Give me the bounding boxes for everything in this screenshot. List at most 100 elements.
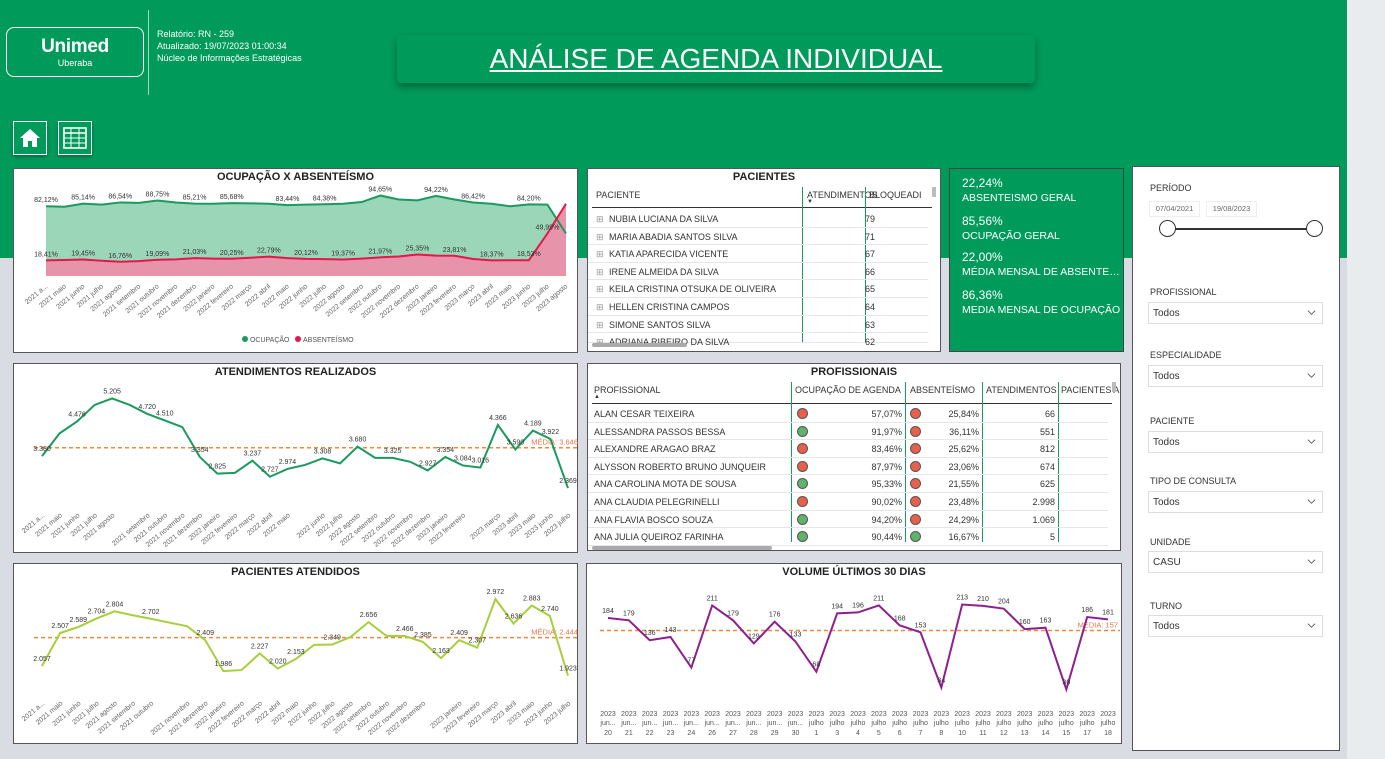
especialidade-select[interactable]: Todos — [1148, 365, 1323, 387]
x-tick-year: 2023 — [1100, 711, 1116, 718]
ocupacao-value: 90,02% — [871, 497, 902, 507]
x-tick-day: 14 — [1042, 730, 1050, 737]
date-slider-start-handle[interactable] — [1159, 220, 1176, 237]
ocupacao-data-label: 85,14% — [71, 195, 95, 202]
col-atendimentos[interactable]: ATENDIMENTOS — [986, 385, 1057, 395]
data-label: 211 — [873, 595, 884, 602]
table-row[interactable]: ALYSSON ROBERTO BRUNO JUNQUEIR 87,97% 23,0… — [588, 458, 1108, 476]
col-bloqueados[interactable]: BLOQUEADI — [869, 190, 922, 200]
expand-icon[interactable]: ⊞ — [596, 249, 604, 260]
col-profissional[interactable]: PROFISSIONAL — [594, 385, 661, 395]
paciente-atendimentos: 67 — [864, 249, 875, 260]
data-label: 2.466 — [396, 626, 414, 633]
home-button[interactable] — [13, 121, 47, 155]
ocupacao-value: 83,46% — [871, 444, 902, 455]
pacientes-table: PACIENTE ATENDIMENTOS ▼ BLOQUEADI ⊞ NUBIA… — [588, 169, 942, 353]
table-row[interactable]: ANA FLAVIA BOSCO SOUZA 94,20% 24,29% 1.069 — [588, 511, 1108, 529]
expand-icon[interactable]: ⊞ — [596, 231, 604, 242]
table-row[interactable]: ANA JULIA QUEIROZ FARINHA 90,44% 16,67% 5 — [588, 528, 1108, 546]
col-pacientes[interactable]: PACIENTES A — [1061, 385, 1120, 395]
data-label: 184 — [602, 608, 614, 615]
v-scrollbar[interactable] — [1112, 382, 1116, 392]
x-tick-year: 2023 — [767, 711, 783, 718]
expand-icon[interactable]: ⊞ — [596, 302, 604, 312]
ocupacao-data-label: 86,54% — [108, 193, 132, 200]
logo-name: Unimed — [41, 36, 109, 57]
ocupacao-data-label: 88,75% — [146, 192, 170, 199]
data-label: 3.680 — [349, 437, 367, 444]
expand-icon[interactable]: ⊞ — [596, 337, 604, 348]
table-row[interactable]: ⊞ HELLEN CRISTINA CAMPOS 64 — [588, 298, 928, 316]
ocupacao-absenteismo-chart: OCUPAÇÃO X ABSENTEÍSMO 82,12% 85,14% 86,54… — [13, 168, 578, 353]
unidade-select[interactable]: CASU — [1148, 551, 1323, 573]
profissional-select[interactable]: Todos — [1148, 302, 1323, 324]
paciente-atendimentos: 62 — [864, 337, 875, 348]
table-row[interactable]: ⊞ IRENE ALMEIDA DA SILVA 66 — [588, 263, 928, 281]
data-label: 204 — [998, 599, 1010, 606]
legend-ocup-marker — [242, 336, 248, 342]
date-slider-end-handle[interactable] — [1306, 220, 1323, 237]
expand-icon[interactable]: ⊞ — [596, 214, 604, 224]
turno-select[interactable]: Todos — [1148, 615, 1323, 637]
table-row[interactable]: ALAN CESAR TEIXEIRA 57,07% 25,84% 66 — [588, 405, 1108, 423]
ocupacao-value: 90,44% — [871, 532, 902, 543]
data-label: 179 — [623, 610, 635, 617]
table-row[interactable]: ⊞ KEILA CRISTINA OTSUKA DE OLIVEIRA 65 — [588, 280, 928, 298]
date-end[interactable]: 19/08/2023 — [1206, 201, 1257, 217]
h-scrollbar[interactable] — [592, 546, 772, 550]
atendimentos-value: 551 — [1039, 426, 1055, 437]
data-label: 2.636 — [505, 614, 523, 621]
table-row[interactable]: ANA CLAUDIA PELEGRINELLI 90,02% 23,48% 2.99… — [588, 493, 1108, 511]
date-start[interactable]: 07/04/2021 — [1149, 201, 1200, 217]
kpi-abs-geral-value: 22,24% — [962, 176, 1003, 190]
x-tick-month: jun... — [766, 720, 782, 727]
ocupacao-data-label: 85,21% — [183, 195, 207, 202]
table-view-button[interactable] — [58, 121, 92, 155]
tipo-consulta-select[interactable]: Todos — [1148, 491, 1323, 513]
table-row[interactable]: ANA CAROLINA MOTA DE SOUSA 95,33% 21,55% 62… — [588, 475, 1108, 493]
expand-icon[interactable]: ⊞ — [596, 266, 604, 277]
x-tick-month: julho — [891, 720, 907, 727]
col-absenteismo[interactable]: ABSENTEÍSMO — [910, 385, 976, 395]
paciente-label: PACIENTE — [1150, 416, 1195, 426]
v-scrollbar[interactable] — [932, 187, 936, 197]
especialidade-value: Todos — [1153, 371, 1180, 382]
absenteismo-value: 25,62% — [948, 444, 979, 455]
table-row[interactable]: ⊞ NUBIA LUCIANA DA SILVA 79 — [588, 210, 928, 228]
paciente-atendimentos: 65 — [864, 284, 875, 295]
ocupacao-status-dot — [797, 460, 808, 472]
x-tick-day: 30 — [792, 730, 800, 737]
atendimentos-value: 674 — [1039, 461, 1055, 472]
expand-icon[interactable]: ⊞ — [596, 284, 604, 295]
table-row[interactable]: ⊞ KATIA APARECIDA VICENTE 67 — [588, 245, 928, 263]
x-tick-year: 2023 — [642, 711, 658, 718]
header-line — [592, 403, 1112, 404]
ocupacao-status-dot — [797, 513, 808, 525]
absenteismo-data-label: 21,03% — [183, 249, 207, 256]
series-line — [607, 603, 1109, 693]
x-tick-day: 6 — [898, 730, 902, 737]
expand-icon[interactable]: ⊞ — [596, 319, 604, 330]
data-label: 4.366 — [489, 415, 507, 422]
mean-label: MÉDIA: 157 — [1078, 620, 1118, 629]
data-label: 2.972 — [487, 589, 505, 596]
table-row[interactable]: ALEXANDRE ARAGAO BRAZ 83,46% 25,62% 812 — [588, 440, 1108, 458]
paciente-select[interactable]: Todos — [1148, 431, 1323, 453]
x-tick-year: 2023 — [954, 711, 970, 718]
absenteismo-data-label: 18,41% — [34, 251, 58, 258]
x-tick-month: jun... — [724, 720, 740, 727]
col-atendimentos[interactable]: ATENDIMENTOS — [807, 190, 878, 200]
col-ocupacao[interactable]: OCUPAÇÃO DE AGENDA — [795, 385, 901, 395]
x-tick-day: 18 — [1104, 730, 1112, 737]
table-row[interactable]: ⊞ ADRIANA RIBEIRO DA SILVA 62 — [588, 333, 928, 347]
absenteismo-status-dot — [910, 425, 921, 437]
profissionais-panel: PROFISSIONAIS PROFISSIONAL ▲ OCUPAÇÃO DE… — [587, 363, 1121, 551]
logo-sub: Uberaba — [57, 58, 93, 68]
table-row[interactable]: ALESSANDRA PASSOS BESSA 91,97% 36,11% 551 — [588, 423, 1108, 441]
h-scrollbar[interactable] — [592, 343, 687, 347]
report-line: Relatório: RN - 259 — [157, 29, 235, 39]
table-row[interactable]: ⊞ SIMONE SANTOS SILVA 63 — [588, 316, 928, 334]
table-row[interactable]: ⊞ MARIA ABADIA SANTOS SILVA 71 — [588, 228, 928, 246]
col-paciente[interactable]: PACIENTE — [596, 190, 641, 200]
